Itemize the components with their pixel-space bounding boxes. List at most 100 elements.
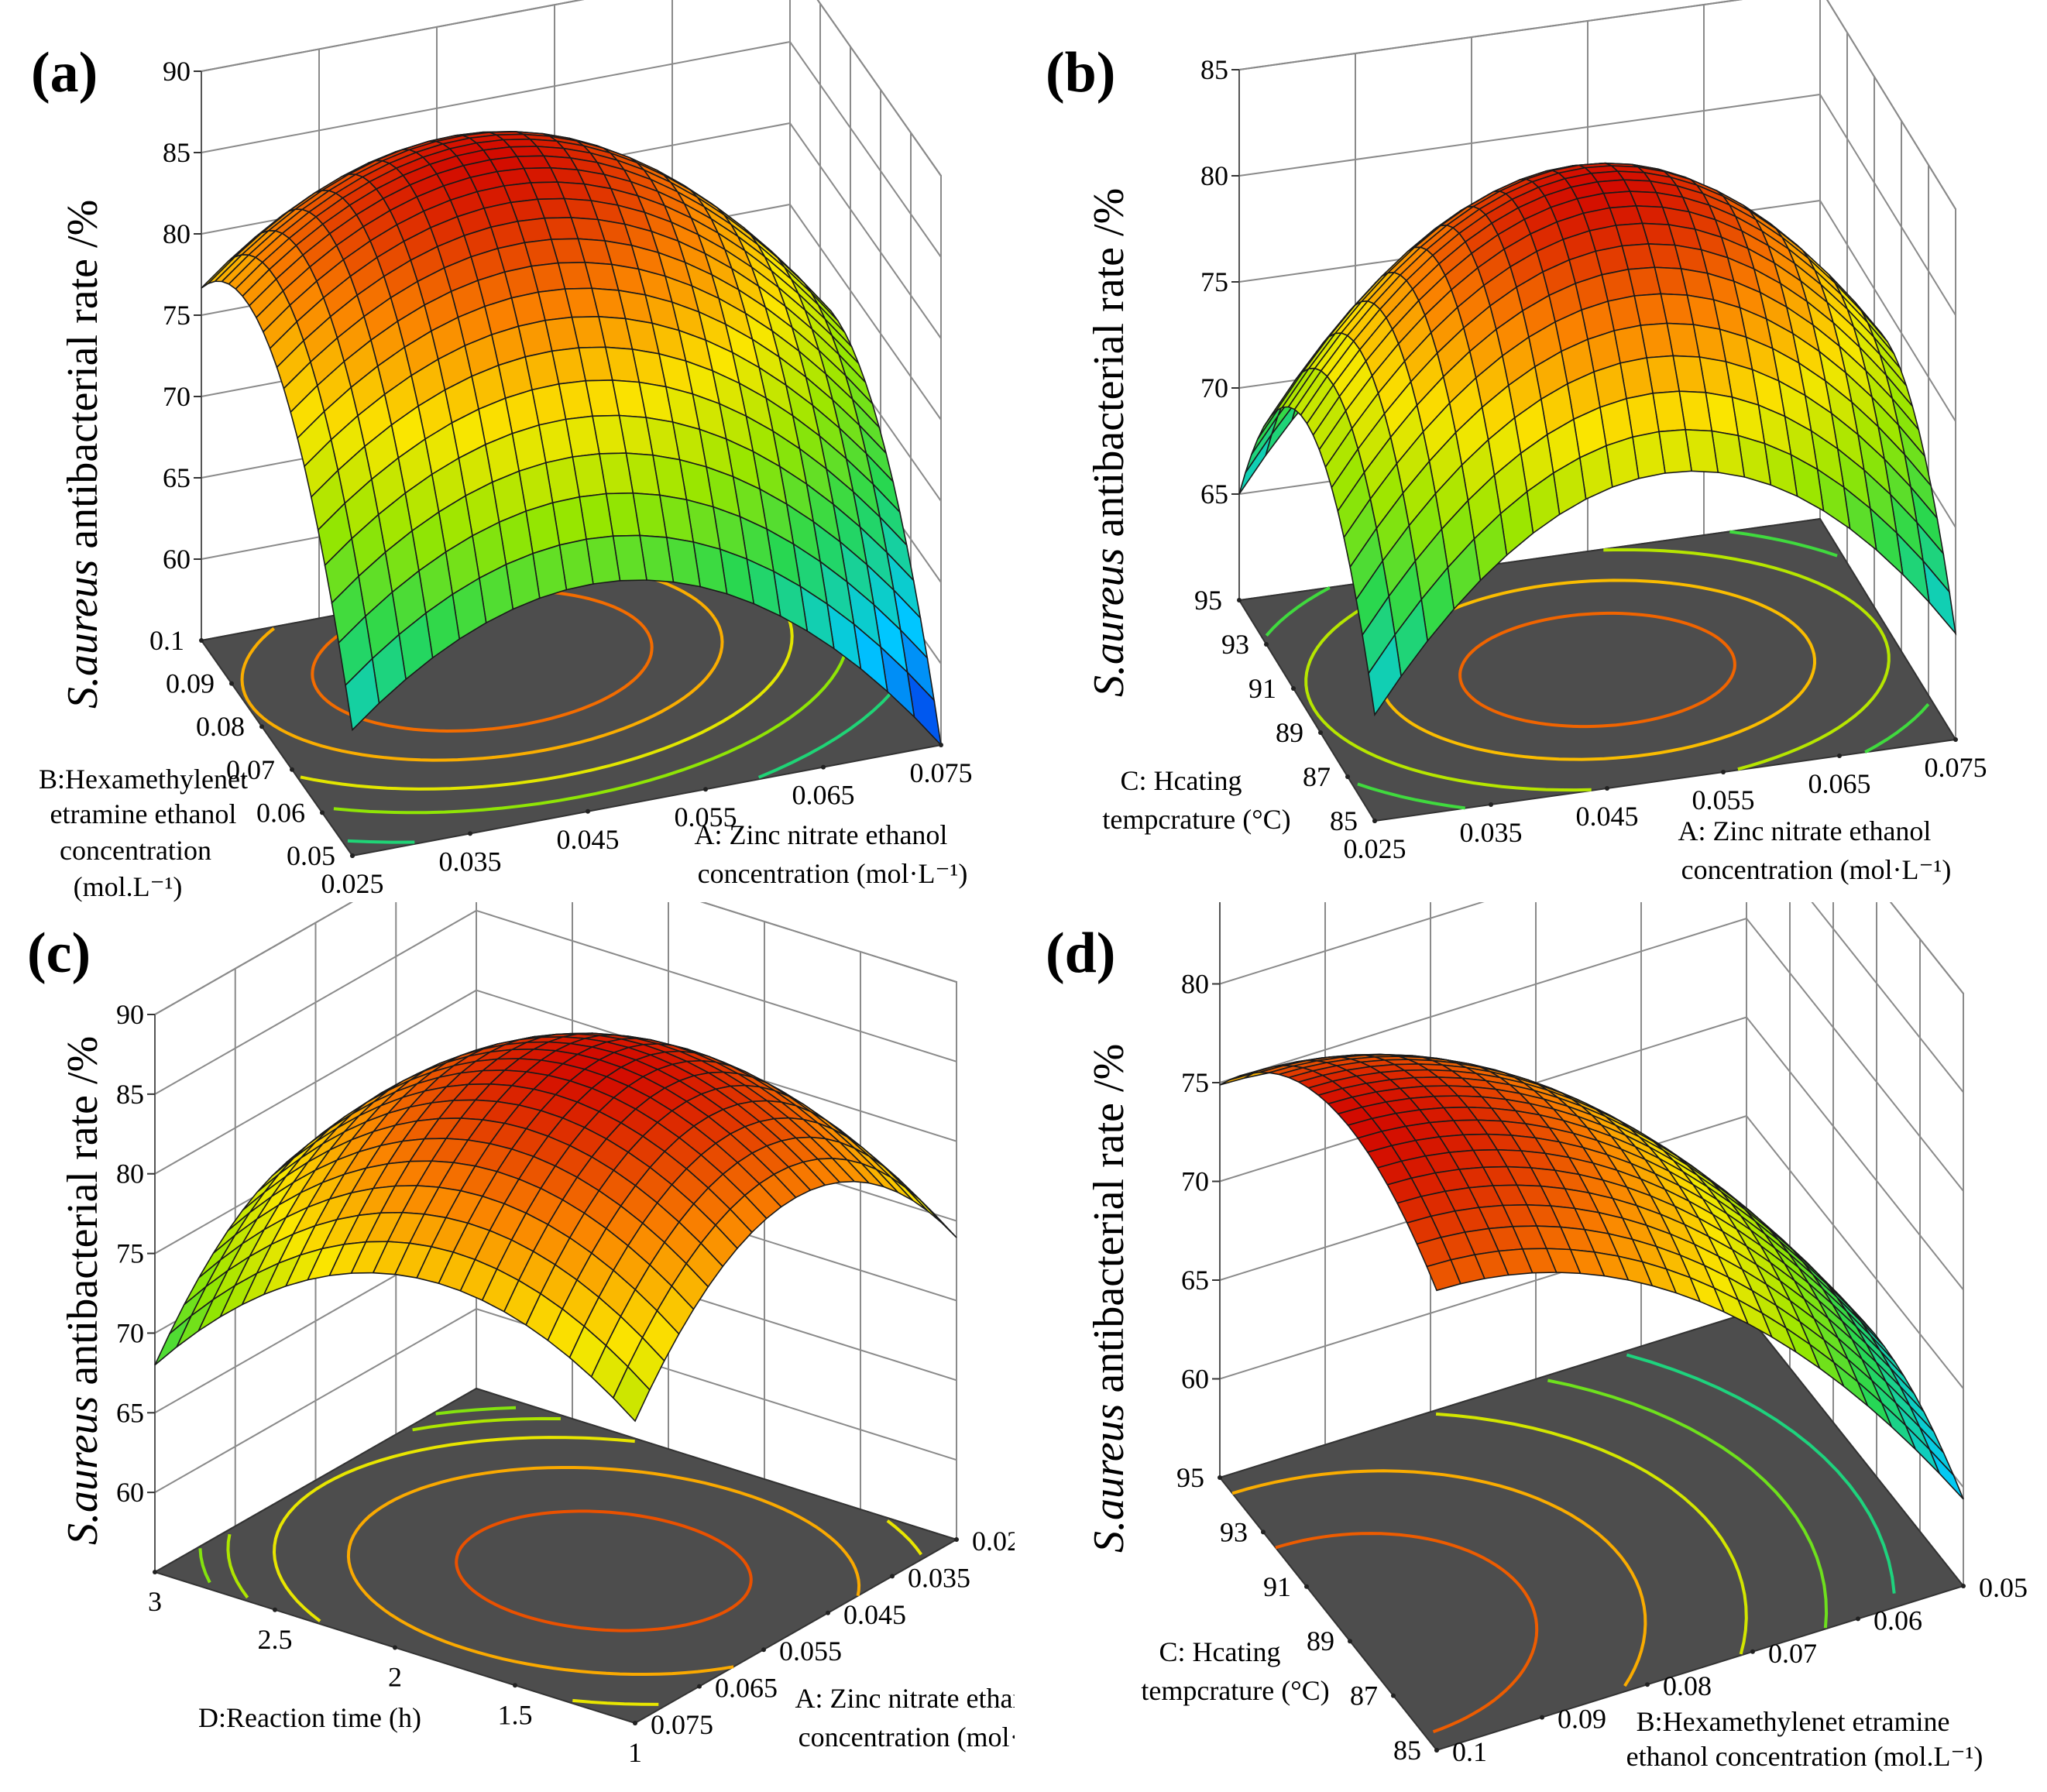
panel-a-y-axis-label-3: concentration xyxy=(60,835,211,866)
x-tick-mark-3 xyxy=(826,1610,830,1615)
y-tick-mark-5 xyxy=(1237,598,1242,602)
contour-line-1 xyxy=(1378,578,1817,761)
contour-line-4 xyxy=(1626,1353,1896,1594)
wall-gridline-5 xyxy=(1889,902,1964,994)
x-tick-mark-4 xyxy=(821,764,826,770)
y-tick-label-1: 0.06 xyxy=(256,797,305,828)
x-tick-label-4: 0.06 xyxy=(1874,1605,1922,1636)
y-tick-mark-4 xyxy=(229,681,234,686)
y-tick-label-3: 91 xyxy=(1263,1571,1291,1602)
x-tick-mark-3 xyxy=(1721,770,1726,774)
x-tick-label-0: 0.025 xyxy=(321,868,384,899)
x-tick-label-1: 0.035 xyxy=(439,846,502,877)
z-tick-label-3: 75 xyxy=(163,300,191,331)
z-tick-label-5: 85 xyxy=(1181,870,1209,901)
y-tick-label-0: 85 xyxy=(1330,805,1358,836)
y-tick-mark-2 xyxy=(1318,730,1323,735)
z-tick-label-2: 70 xyxy=(163,381,191,412)
x-tick-label-1: 0.035 xyxy=(1460,817,1523,848)
contour-line-0 xyxy=(1275,1532,1539,1734)
panel-b-label: (b) xyxy=(1046,41,1115,105)
panel-c-label: (c) xyxy=(27,922,91,985)
panel-b-x-axis-label-2: concentration (mol·L⁻¹) xyxy=(1681,854,1952,885)
z-tick-label-1: 65 xyxy=(163,462,191,493)
y-tick-mark-4 xyxy=(153,1570,157,1574)
z-tick-label-5: 85 xyxy=(163,137,191,168)
x-tick-mark-5 xyxy=(954,1537,959,1542)
x-tick-label-2: 0.045 xyxy=(557,824,620,855)
y-tick-label-4: 3 xyxy=(148,1586,162,1617)
y-tick-label-3: 2.5 xyxy=(258,1624,293,1655)
panel-a-y-axis-label-2: etramine ethanol xyxy=(50,798,237,829)
y-tick-mark-5 xyxy=(199,638,204,643)
x-tick-mark-1 xyxy=(697,1684,702,1689)
x-tick-label-1: 0.09 xyxy=(1558,1704,1606,1735)
y-tick-mark-0 xyxy=(1372,819,1377,823)
z-tick-label-2: 70 xyxy=(1181,1166,1209,1197)
panel-a-z-axis-label: S.aureus antibacterial rate /% xyxy=(59,200,107,709)
y-tick-mark-0 xyxy=(633,1721,637,1725)
y-tick-label-0: 85 xyxy=(1393,1735,1421,1766)
panel-c: 60 65 70 75 80 85 90 0.0750.0650.0550.0450.0350… xyxy=(27,902,1069,1768)
x-tick-mark-2 xyxy=(1605,786,1609,791)
y-tick-label-1: 1.5 xyxy=(498,1699,533,1730)
x-tick-label-5: 0.025 xyxy=(972,1526,1035,1557)
y-tick-mark-1 xyxy=(1391,1693,1396,1698)
y-tick-label-2: 89 xyxy=(1307,1626,1334,1656)
panel-c-z-axis-label: S.aureus antibacterial rate /% xyxy=(59,1036,107,1545)
z-tick-label-1: 70 xyxy=(1200,372,1228,403)
surface-cell xyxy=(1368,633,1402,717)
z-tick-label-2: 70 xyxy=(116,1317,144,1348)
x-tick-label-4: 0.065 xyxy=(792,780,855,811)
contour-line-4 xyxy=(198,1406,517,1584)
z-tick-label-2: 75 xyxy=(1200,266,1228,297)
z-tick-label-3: 75 xyxy=(116,1238,144,1269)
panel-a: 60 65 70 75 80 85 90 0.025 0.035 0.045 0.055 0.065 0… xyxy=(31,0,973,902)
panel-d-x-axis-label-2: ethanol concentration (mol.L⁻¹) xyxy=(1626,1741,1983,1772)
x-tick-label-2: 0.045 xyxy=(1576,801,1639,832)
x-tick-label-3: 0.055 xyxy=(675,802,737,832)
y-tick-label-0: 1 xyxy=(628,1737,642,1768)
x-tick-mark-3 xyxy=(703,787,708,792)
y-tick-label-4: 0.09 xyxy=(166,668,215,699)
z-tick-label-4: 80 xyxy=(1181,969,1209,1000)
z-tick-label-0: 60 xyxy=(1181,1364,1209,1395)
contour-line-2 xyxy=(1435,1412,1748,1655)
panel-d-y-axis-label-2: tempcrature (°C) xyxy=(1141,1675,1329,1706)
contour-line-2 xyxy=(272,1436,923,1706)
z-tick-label-6: 90 xyxy=(163,56,191,87)
panel-b: 65707580850.0250.0350.0450.0550.0650.075… xyxy=(1046,0,1987,885)
contour-line-3 xyxy=(1265,530,1930,810)
z-tick-label-4: 85 xyxy=(1200,54,1228,85)
y-tick-label-0: 0.05 xyxy=(287,840,335,871)
panel-c-x-axis-label-2: concentration (mol·L⁻¹) xyxy=(799,1722,1069,1753)
y-tick-mark-4 xyxy=(1261,1529,1266,1535)
panel-a-y-axis-label-1: B:Hexamethylenet xyxy=(39,764,248,795)
z-tick-label-1: 65 xyxy=(116,1397,144,1428)
y-tick-mark-2 xyxy=(393,1645,397,1650)
z-tick-label-6: 90 xyxy=(116,999,144,1030)
x-tick-mark-1 xyxy=(468,831,472,836)
y-tick-label-2: 2 xyxy=(388,1662,402,1693)
surface-cell xyxy=(1426,1258,1461,1292)
y-tick-mark-4 xyxy=(1264,642,1269,647)
contour-line-1 xyxy=(1231,1469,1647,1687)
z-tick-label-4: 80 xyxy=(163,218,191,249)
x-tick-mark-4 xyxy=(890,1574,895,1579)
panel-b-y-axis-label-2: tempcrature (°C) xyxy=(1102,804,1290,835)
wall-gridline-4 xyxy=(1219,902,1964,1093)
x-tick-label-3: 0.055 xyxy=(1692,784,1755,815)
y-tick-mark-3 xyxy=(259,724,264,730)
x-tick-mark-5 xyxy=(939,743,943,747)
surface-cell xyxy=(612,1365,651,1423)
y-tick-label-1: 87 xyxy=(1350,1680,1378,1711)
y-tick-mark-1 xyxy=(1345,774,1350,779)
x-tick-label-1: 0.065 xyxy=(715,1673,778,1704)
z-tick-label-3: 75 xyxy=(1181,1067,1209,1098)
x-tick-label-0: 0.025 xyxy=(1344,833,1406,864)
contour-line-4 xyxy=(347,691,893,844)
z-tick-label-0: 60 xyxy=(116,1477,144,1508)
panel-b-z-axis-label: S.aureus antibacterial rate /% xyxy=(1085,188,1133,697)
x-tick-mark-3 xyxy=(1750,1649,1755,1654)
y-tick-mark-0 xyxy=(1434,1748,1439,1753)
